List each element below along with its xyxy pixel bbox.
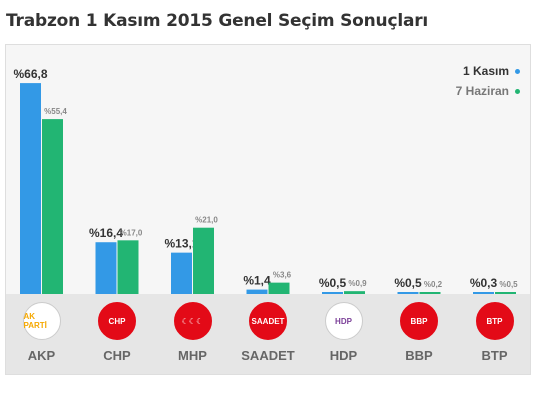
value-label-akp-current: %66,8 xyxy=(13,67,47,81)
value-label-bbp-previous: %0,2 xyxy=(424,280,443,289)
bar-chp-current[interactable] xyxy=(95,242,117,294)
bar-bbp-previous[interactable] xyxy=(419,292,441,294)
value-label-saadet-previous: %3,6 xyxy=(273,271,292,280)
bar-chart: %66,8 %55,4 %16,4%17,0 %13,1 %21,0 %1,4 %3,6 %0… xyxy=(13,67,518,294)
value-label-bbp-current: %0,5 xyxy=(394,276,422,290)
hdp-tree-logo-icon: HDP xyxy=(324,302,363,340)
bar-hdp-previous[interactable] xyxy=(344,291,365,294)
value-label-hdp-current: %0,5 xyxy=(319,276,347,290)
value-label-btp-previous: %0,5 xyxy=(499,280,518,289)
value-label-mhp-current: %13,1 xyxy=(164,237,198,251)
saadet-logo-icon: SAADET xyxy=(249,302,287,340)
akp-bulb-logo-icon: AK PARTİ xyxy=(22,302,61,340)
value-label-btp-current: %0,3 xyxy=(470,276,498,290)
bar-btp-previous[interactable] xyxy=(495,292,516,294)
legend-dot-current xyxy=(515,68,520,74)
bar-akp-previous[interactable] xyxy=(42,119,63,294)
bar-saadet-current[interactable] xyxy=(246,289,268,294)
bar-mhp-previous[interactable] xyxy=(193,227,214,294)
value-label-chp-current: %16,4 xyxy=(89,226,123,240)
value-label-mhp-previous: %21,0 xyxy=(195,216,218,225)
party-name-chp: CHP xyxy=(103,348,131,363)
party-name-bbp: BBP xyxy=(405,348,433,363)
bar-chp-previous[interactable] xyxy=(117,240,139,294)
bar-saadet-previous[interactable] xyxy=(268,282,290,294)
legend: 1 Kasım 7 Haziran xyxy=(456,61,520,101)
bar-mhp-current[interactable] xyxy=(171,252,192,294)
party-name-hdp: HDP xyxy=(329,348,358,363)
value-label-hdp-previous: %0,9 xyxy=(348,279,367,288)
mhp-logo-icon: ☾☾☾ xyxy=(173,302,212,340)
bbp-logo-icon: BBP xyxy=(400,302,438,340)
bar-btp-current[interactable] xyxy=(473,292,494,294)
legend-item-previous[interactable]: 7 Haziran xyxy=(456,81,520,101)
party-name-btp: BTP xyxy=(481,348,508,363)
party-name-akp: AKP xyxy=(27,348,56,363)
page-title: Trabzon 1 Kasım 2015 Genel Seçim Sonuçla… xyxy=(6,11,429,31)
value-label-chp-previous: %17,0 xyxy=(120,228,143,237)
btp-logo-icon: BTP xyxy=(475,302,514,340)
party-name-saadet: SAADET xyxy=(241,348,295,363)
chp-logo-icon: CHP xyxy=(98,302,136,340)
bar-akp-current[interactable] xyxy=(20,83,41,294)
chart-panel: %66,8 %55,4 %16,4 %17,0 %13,1 %21,0 %1,4 %3,6 %0… xyxy=(5,44,531,375)
legend-label-previous: 7 Haziran xyxy=(455,84,509,98)
legend-item-current[interactable]: 1 Kasım xyxy=(456,61,520,81)
bar-bbp-current[interactable] xyxy=(397,292,419,294)
value-label-akp-previous: %55,4 xyxy=(44,107,67,116)
bar-hdp-current[interactable] xyxy=(322,292,343,294)
legend-dot-previous xyxy=(515,88,520,94)
legend-label-current: 1 Kasım xyxy=(462,64,509,78)
party-name-mhp: MHP xyxy=(178,348,207,363)
value-label-saadet-current: %1,4 xyxy=(243,274,271,288)
